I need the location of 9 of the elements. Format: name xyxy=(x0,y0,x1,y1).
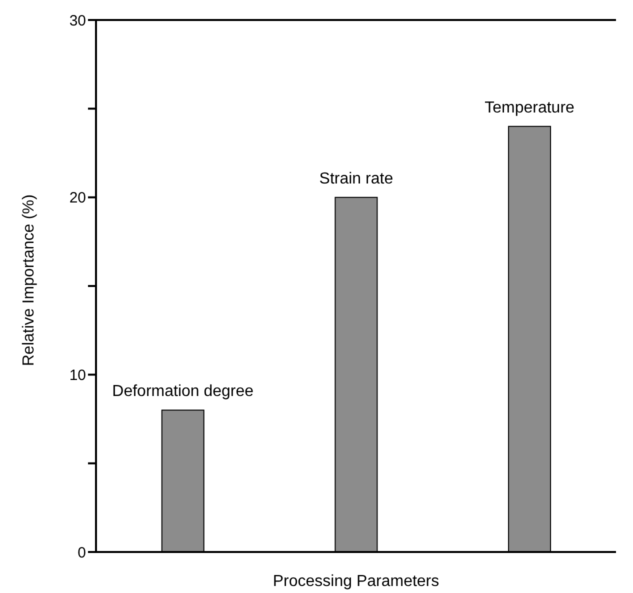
x-axis-title: Processing Parameters xyxy=(272,573,440,590)
y-axis-title: Relative Importance (%) xyxy=(20,194,38,366)
x-tick-label: Strain rate xyxy=(319,170,394,188)
x-tick-label: Deformation degree xyxy=(112,383,254,400)
y-tick-label: 10 xyxy=(69,366,86,384)
x-tick-label: Temperature xyxy=(484,99,575,116)
y-tick-label: 20 xyxy=(69,190,86,207)
y-tick-label: 30 xyxy=(69,12,86,30)
y-tick-label: 0 xyxy=(78,544,86,562)
